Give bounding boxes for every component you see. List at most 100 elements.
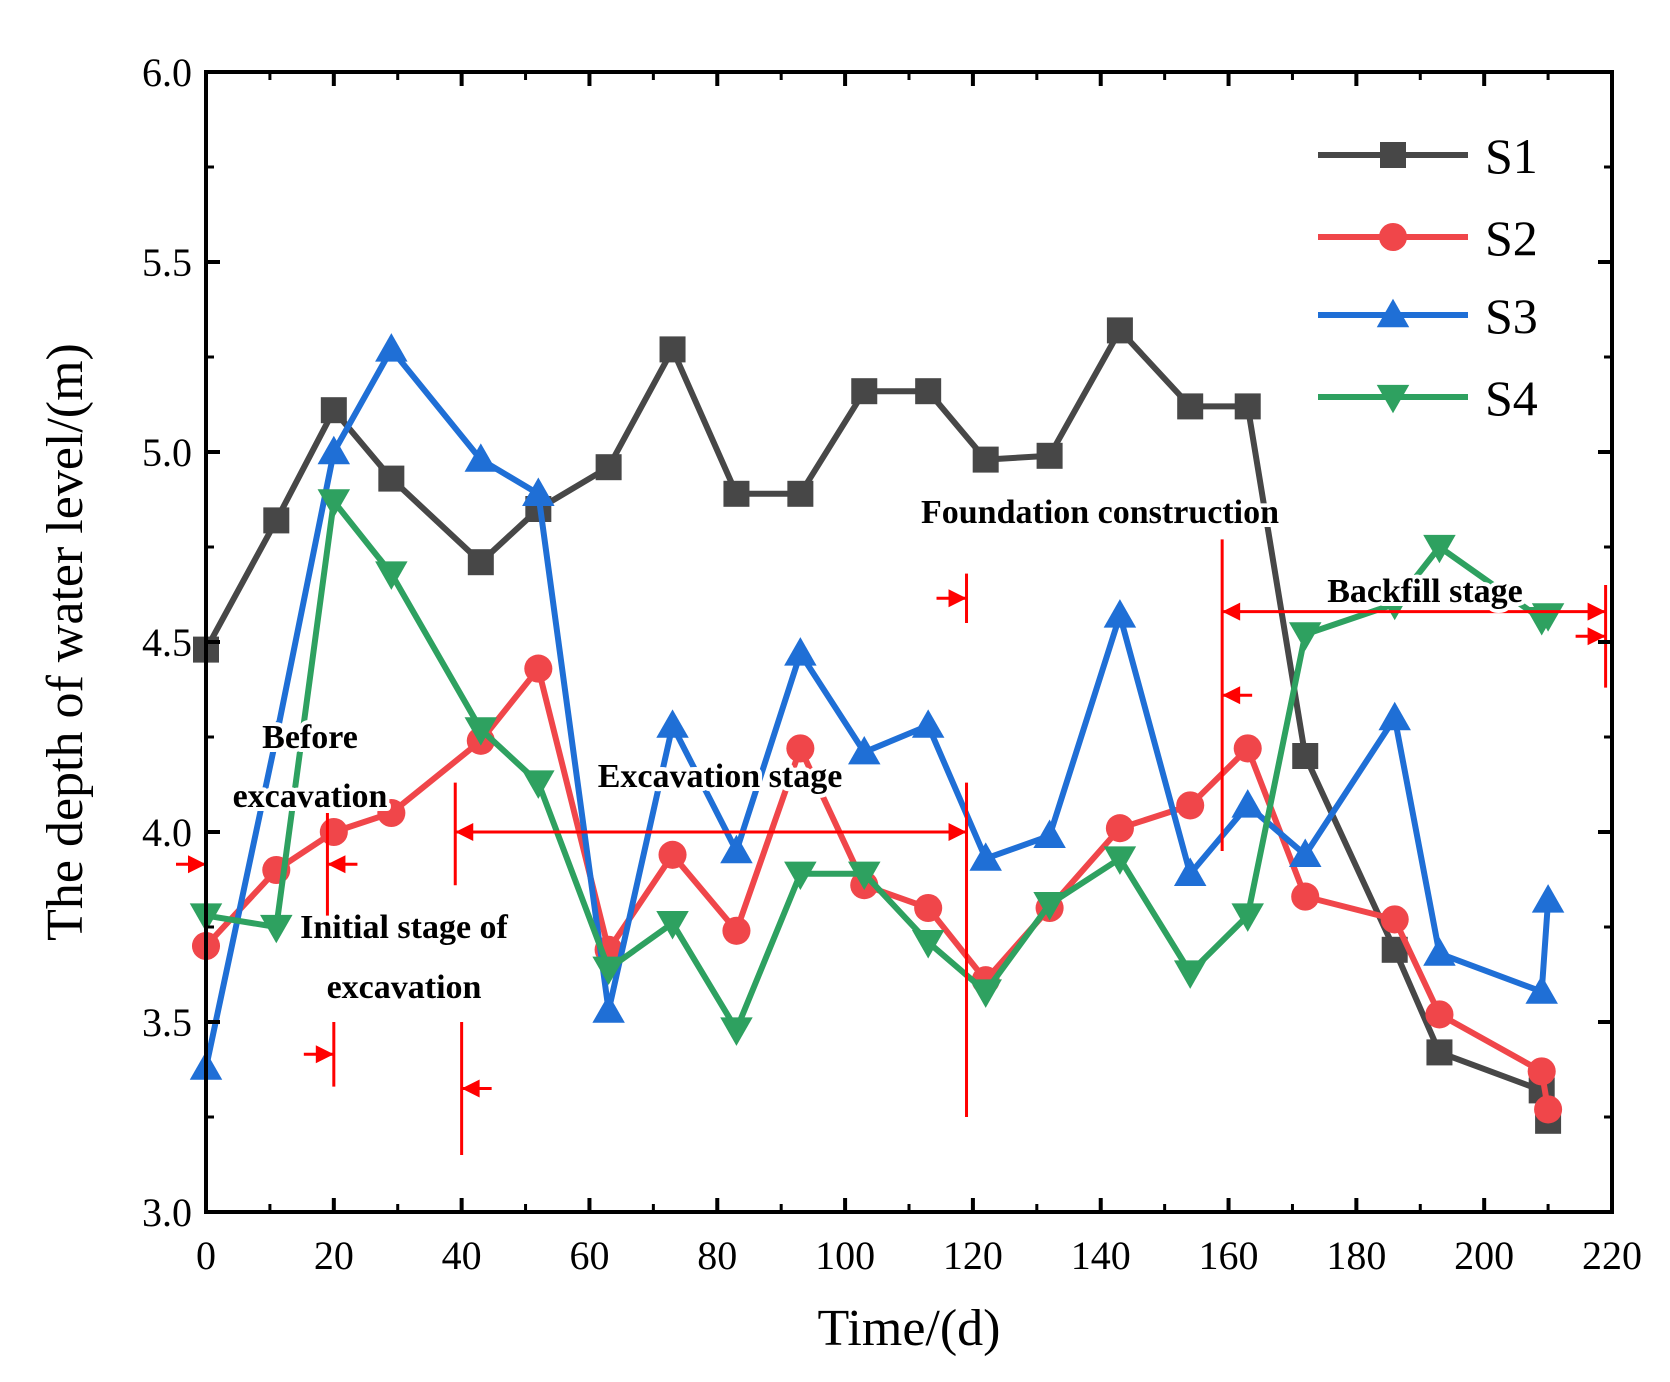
legend-label-s1: S1	[1485, 128, 1538, 184]
data-point-s3	[1423, 937, 1456, 966]
legend-marker-s3	[1376, 298, 1410, 328]
x-tick-label: 100	[815, 1233, 875, 1278]
series-line-s1	[203, 327, 1552, 1122]
series-s3	[189, 333, 1565, 1080]
data-point-s4	[656, 911, 689, 940]
data-point-s3	[848, 735, 881, 765]
data-point-s1	[1292, 743, 1319, 769]
data-point-s4	[1378, 591, 1411, 621]
stage-arrowhead	[188, 855, 206, 874]
stage-arrowhead	[455, 823, 474, 841]
stage-label-initial: Initial stage of	[300, 909, 508, 946]
data-point-s4	[260, 914, 293, 944]
stage-arrowhead	[1222, 602, 1241, 621]
stage-arrowhead	[315, 1045, 334, 1064]
data-point-s2	[722, 916, 751, 945]
data-point-s3	[911, 709, 945, 738]
data-point-s3	[656, 709, 689, 738]
data-point-s2	[1291, 882, 1320, 911]
data-point-s4	[1288, 622, 1322, 651]
data-point-s3	[1231, 789, 1264, 818]
legend-marker-s1	[1380, 142, 1406, 168]
x-tick-label: 60	[569, 1233, 609, 1278]
x-tick-label: 0	[196, 1233, 216, 1278]
stage-arrowhead	[1587, 627, 1606, 646]
stage-label-excavation-halo: Excavation stage	[598, 758, 843, 795]
stage-label-initial-2-halo: excavation	[327, 969, 482, 1006]
x-tick-label: 120	[943, 1233, 1003, 1278]
data-point-s4	[1231, 903, 1264, 932]
stage-arrowhead	[948, 589, 967, 608]
data-point-s3	[1288, 838, 1322, 867]
data-point-s3	[784, 637, 817, 666]
legend-marker-s4	[1376, 384, 1410, 414]
data-point-s1	[467, 549, 494, 576]
x-tick-label: 20	[314, 1233, 354, 1278]
stage-label-foundation: Foundation construction	[921, 494, 1279, 531]
legend-label-s4: S4	[1485, 370, 1538, 426]
data-point-s2	[1534, 1095, 1563, 1124]
x-tick-label: 160	[1199, 1233, 1259, 1278]
data-point-s1	[378, 465, 405, 492]
stage-arrowhead	[1222, 686, 1241, 705]
series-line-s4	[205, 498, 1550, 1033]
legend-item-s2: S2	[1318, 210, 1538, 266]
data-point-s1	[915, 378, 942, 405]
stage-label-foundation-halo: Foundation construction	[921, 494, 1279, 531]
data-point-s1	[1036, 442, 1063, 469]
data-point-s2	[319, 817, 348, 847]
data-point-s1	[723, 480, 750, 507]
stage-label-before-2: excavation	[233, 778, 388, 815]
data-point-s2	[658, 840, 687, 869]
x-tick-label: 40	[442, 1233, 482, 1278]
data-point-s3	[1103, 599, 1137, 628]
data-point-s4	[720, 1017, 753, 1046]
x-tick-label: 220	[1582, 1233, 1642, 1278]
data-point-s4	[1033, 892, 1066, 921]
data-point-s4	[1103, 846, 1137, 875]
x-tick-label: 140	[1071, 1233, 1131, 1278]
data-point-s1	[787, 480, 814, 507]
data-point-s2	[1380, 905, 1409, 934]
y-tick-label: 5.0	[142, 430, 192, 475]
data-point-s2	[377, 798, 406, 828]
x-axis-title: Time/(d)	[818, 1300, 1001, 1357]
data-point-s4	[1173, 960, 1207, 989]
data-point-s4	[522, 770, 555, 799]
x-tick-label: 80	[697, 1233, 737, 1278]
y-tick-label: 3.5	[142, 1000, 192, 1045]
data-point-s1	[851, 378, 878, 405]
series-s4	[189, 489, 1565, 1046]
data-point-s4	[317, 489, 351, 518]
legend-item-s4: S4	[1318, 370, 1538, 426]
data-point-s3	[1033, 819, 1066, 848]
stage-label-initial-halo: Initial stage of	[300, 909, 508, 946]
data-point-s2	[1527, 1057, 1556, 1086]
data-point-s1	[1426, 1039, 1453, 1066]
data-point-s4	[375, 561, 408, 590]
legend-label-s3: S3	[1485, 288, 1538, 344]
data-point-s3	[1378, 701, 1411, 731]
y-tick-label: 6.0	[142, 50, 192, 95]
stage-label-excavation: Excavation stage	[598, 758, 843, 795]
data-point-s4	[784, 861, 817, 891]
data-point-s3	[260, 720, 293, 750]
x-tick-label: 180	[1326, 1233, 1386, 1278]
series-line-s3	[203, 346, 1552, 1069]
data-point-s4	[911, 930, 945, 959]
stage-arrowhead	[1587, 602, 1606, 621]
data-point-s1	[1234, 393, 1261, 420]
y-tick-label: 4.5	[142, 620, 192, 665]
stage-arrowhead	[948, 823, 967, 841]
series-line-s2	[203, 665, 1552, 1110]
y-tick-label: 5.5	[142, 240, 192, 285]
x-tick-label: 200	[1454, 1233, 1514, 1278]
data-point-s2	[1233, 734, 1262, 763]
data-point-s2	[1176, 791, 1205, 820]
stage-label-initial-2: excavation	[327, 969, 482, 1006]
y-tick-label: 3.0	[142, 1190, 192, 1235]
data-point-s1	[320, 397, 347, 424]
data-point-s4	[848, 861, 881, 891]
data-point-s3	[375, 333, 408, 362]
